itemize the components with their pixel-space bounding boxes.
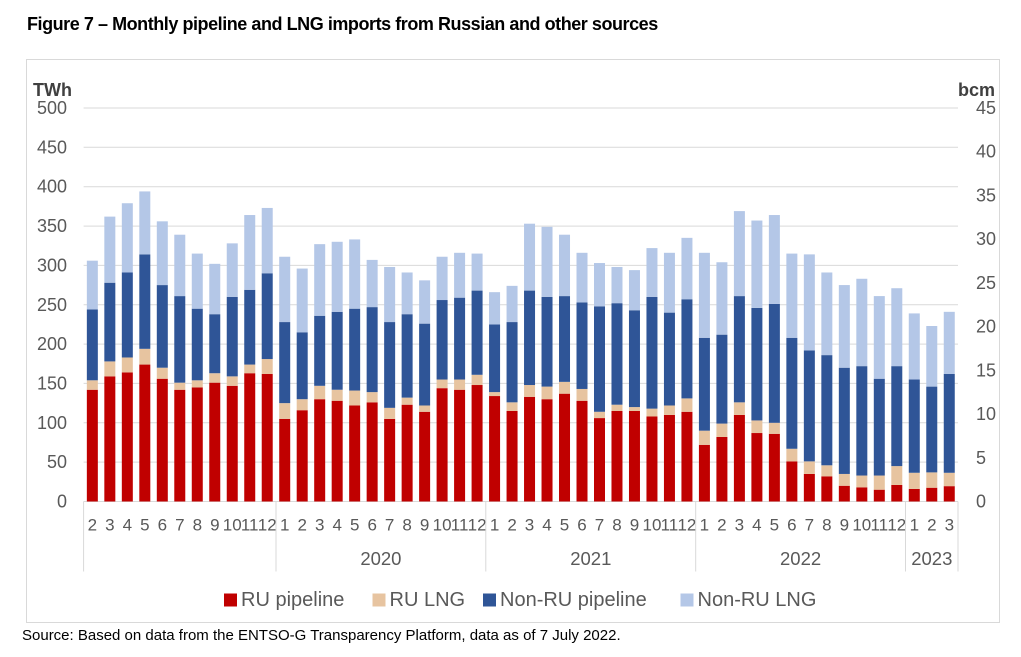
svg-text:9: 9 — [420, 516, 429, 535]
svg-text:10: 10 — [223, 516, 242, 535]
svg-text:0: 0 — [57, 492, 67, 512]
svg-text:12: 12 — [468, 516, 487, 535]
svg-text:4: 4 — [752, 516, 761, 535]
svg-text:3: 3 — [525, 516, 534, 535]
svg-text:150: 150 — [37, 373, 67, 393]
svg-text:7: 7 — [805, 516, 814, 535]
svg-text:9: 9 — [630, 516, 639, 535]
svg-text:10: 10 — [976, 404, 996, 424]
svg-text:350: 350 — [37, 216, 67, 236]
svg-text:Non-RU pipeline: Non-RU pipeline — [500, 589, 647, 611]
svg-text:9: 9 — [840, 516, 849, 535]
svg-text:2: 2 — [297, 516, 306, 535]
svg-text:3: 3 — [105, 516, 114, 535]
svg-text:Source: Based on data from the: Source: Based on data from the ENTSO-G T… — [22, 627, 621, 644]
svg-text:3: 3 — [315, 516, 324, 535]
svg-text:6: 6 — [367, 516, 376, 535]
svg-text:200: 200 — [37, 334, 67, 354]
svg-text:Non-RU LNG: Non-RU LNG — [698, 589, 817, 611]
svg-text:50: 50 — [47, 452, 67, 472]
svg-text:11: 11 — [241, 516, 259, 535]
svg-text:3: 3 — [735, 516, 744, 535]
svg-text:400: 400 — [37, 177, 67, 197]
svg-text:250: 250 — [37, 295, 67, 315]
svg-text:6: 6 — [787, 516, 796, 535]
svg-text:2: 2 — [717, 516, 726, 535]
svg-text:2: 2 — [927, 516, 936, 535]
svg-text:10: 10 — [433, 516, 452, 535]
svg-text:11: 11 — [870, 516, 888, 535]
svg-text:2022: 2022 — [780, 548, 821, 569]
svg-text:300: 300 — [37, 255, 67, 275]
svg-text:RU pipeline: RU pipeline — [241, 589, 344, 611]
svg-text:TWh: TWh — [33, 80, 72, 100]
svg-text:45: 45 — [976, 98, 996, 118]
svg-text:12: 12 — [677, 516, 696, 535]
svg-text:7: 7 — [595, 516, 604, 535]
svg-text:5: 5 — [140, 516, 149, 535]
svg-text:4: 4 — [332, 516, 341, 535]
svg-text:40: 40 — [976, 142, 996, 162]
svg-text:2: 2 — [507, 516, 516, 535]
svg-text:5: 5 — [350, 516, 359, 535]
svg-text:8: 8 — [612, 516, 621, 535]
svg-text:10: 10 — [643, 516, 662, 535]
svg-text:RU LNG: RU LNG — [390, 589, 466, 611]
svg-text:1: 1 — [490, 516, 499, 535]
svg-text:35: 35 — [976, 185, 996, 205]
svg-text:Figure 7 – Monthly pipeline an: Figure 7 – Monthly pipeline and LNG impo… — [27, 14, 658, 34]
svg-text:5: 5 — [976, 448, 986, 468]
svg-text:11: 11 — [661, 516, 679, 535]
svg-text:30: 30 — [976, 229, 996, 249]
svg-text:5: 5 — [560, 516, 569, 535]
svg-text:12: 12 — [887, 516, 906, 535]
svg-text:100: 100 — [37, 413, 67, 433]
svg-text:4: 4 — [542, 516, 551, 535]
svg-text:10: 10 — [852, 516, 871, 535]
svg-text:2020: 2020 — [360, 548, 401, 569]
svg-text:12: 12 — [258, 516, 277, 535]
svg-text:4: 4 — [123, 516, 132, 535]
svg-text:8: 8 — [193, 516, 202, 535]
svg-text:6: 6 — [158, 516, 167, 535]
svg-text:7: 7 — [385, 516, 394, 535]
svg-text:1: 1 — [910, 516, 919, 535]
svg-text:1: 1 — [280, 516, 289, 535]
svg-text:20: 20 — [976, 317, 996, 337]
svg-text:1: 1 — [700, 516, 709, 535]
svg-text:bcm: bcm — [958, 80, 995, 100]
svg-text:500: 500 — [37, 98, 67, 118]
svg-text:450: 450 — [37, 137, 67, 157]
svg-text:15: 15 — [976, 360, 996, 380]
svg-text:8: 8 — [822, 516, 831, 535]
svg-text:8: 8 — [402, 516, 411, 535]
svg-text:2021: 2021 — [570, 548, 611, 569]
svg-text:25: 25 — [976, 273, 996, 293]
svg-text:2023: 2023 — [911, 548, 952, 569]
svg-text:2: 2 — [88, 516, 97, 535]
svg-text:9: 9 — [210, 516, 219, 535]
svg-text:5: 5 — [770, 516, 779, 535]
svg-text:3: 3 — [945, 516, 954, 535]
svg-text:7: 7 — [175, 516, 184, 535]
svg-text:6: 6 — [577, 516, 586, 535]
svg-text:11: 11 — [451, 516, 469, 535]
svg-text:0: 0 — [976, 492, 986, 512]
